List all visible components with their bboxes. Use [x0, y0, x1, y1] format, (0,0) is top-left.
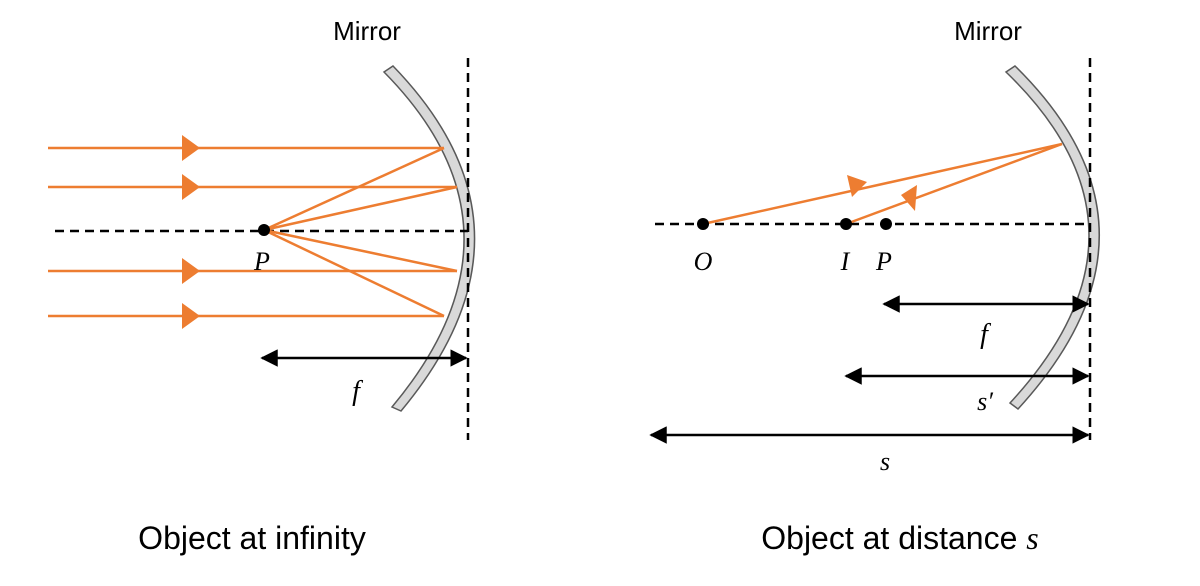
object-label: O	[694, 247, 713, 276]
right-rays	[702, 142, 1063, 226]
ray-arrow-1	[182, 135, 200, 161]
left-focal-point	[258, 224, 270, 236]
right-mirror-label: Mirror	[954, 16, 1022, 46]
object-distance-label: s	[880, 447, 890, 476]
ray-arrow-4	[182, 303, 200, 329]
right-focal-point	[880, 218, 892, 230]
reflected-ray-arrow	[901, 185, 917, 211]
right-caption: Object at distance s	[761, 520, 1038, 556]
ray-arrow-3	[182, 258, 200, 284]
reflected-ray-3	[263, 228, 458, 273]
left-mirror	[382, 65, 476, 412]
right-mirror	[1004, 65, 1100, 411]
reflected-ray-2	[263, 185, 458, 232]
left-mirror-label: Mirror	[333, 16, 401, 46]
image-point	[840, 218, 852, 230]
right-ray-arrowheads	[847, 175, 917, 211]
reflected-ray	[845, 142, 1063, 226]
object-point	[697, 218, 709, 230]
ray-arrow-2	[182, 174, 200, 200]
left-caption: Object at infinity	[138, 520, 366, 556]
right-focal-length-label: f	[980, 319, 991, 350]
reflected-ray-4	[263, 228, 445, 318]
left-reflected-rays	[263, 146, 458, 318]
left-incoming-rays	[48, 146, 457, 318]
incident-ray	[702, 142, 1063, 226]
left-panel: Mirror P f	[48, 16, 476, 556]
right-caption-var: s	[1026, 520, 1038, 556]
left-ray-arrowheads	[182, 135, 200, 329]
reflected-ray-1	[263, 146, 445, 232]
incident-ray-arrow	[847, 175, 867, 197]
left-focal-length-label: f	[352, 376, 363, 407]
right-caption-text: Object at distance	[761, 520, 1026, 556]
image-distance-label: s′	[977, 387, 993, 416]
left-focal-point-label: P	[253, 247, 270, 276]
image-label: I	[840, 247, 851, 276]
right-focal-point-label: P	[875, 247, 892, 276]
right-panel: Mirror O I P f s′ s Object at distance	[649, 16, 1100, 556]
